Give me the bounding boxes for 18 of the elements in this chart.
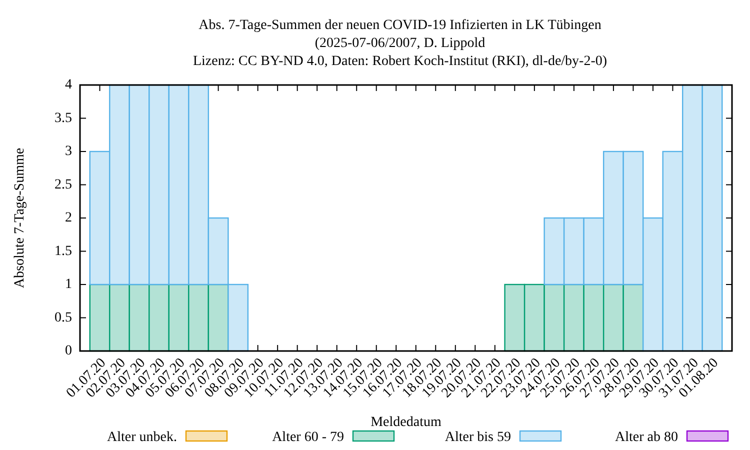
chart-title: Abs. 7-Tage-Summen der neuen COVID-19 Infizierten in LK Tübingen [198,18,602,33]
x-axis-title: Meldedatum [370,415,442,430]
legend-label: Alter unbek. [107,430,177,445]
y-tick-label: 2.5 [54,177,72,192]
y-tick-label: 0.5 [54,310,72,326]
y-tick-label: 3 [65,144,72,159]
y-tick-label: 3.5 [54,110,72,126]
y-tick-label: 0 [65,344,72,358]
legend-label: Alter ab 80 [615,430,678,445]
chart-subtitle: (2025-07-06/2007, D. Lippold [314,36,486,51]
legend-label: Alter 60 - 79 [272,430,344,445]
y-tick-label: 1.5 [54,244,72,259]
y-tick-label: 2 [65,210,72,226]
text: Lizenz: CC BY-ND 4.0, Daten: Robert Koch-Institut (RKI), dl-de/by-2-0) [192,54,608,69]
y-tick-label: 1 [65,277,72,292]
y-tick-label: 4 [65,78,72,92]
legend-label: Alter bis 59 [444,430,511,445]
y-axis-title: Absolute 7-Tage-Summe [12,148,28,288]
